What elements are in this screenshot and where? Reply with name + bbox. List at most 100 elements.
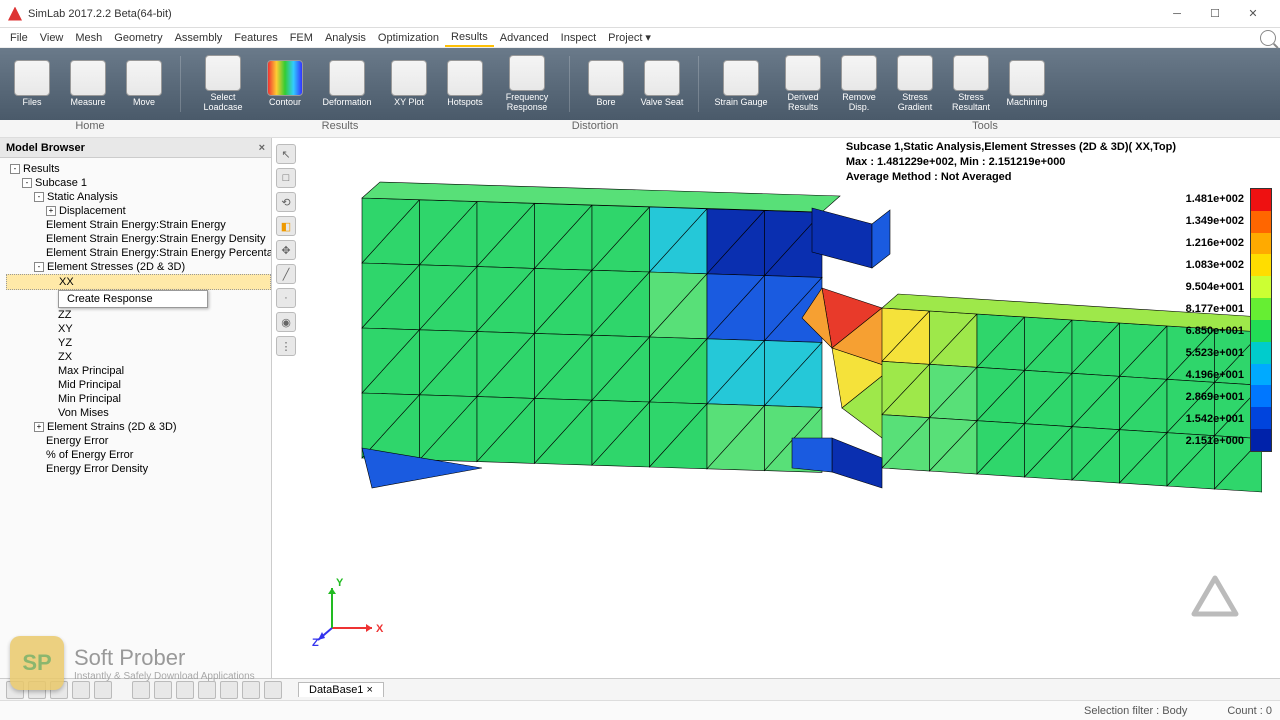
tree-item[interactable]: XX [6,274,271,290]
tree-item[interactable]: Mid Principal [6,378,271,392]
ribbon-group-tools: Tools [690,120,1280,137]
model-browser-title: Model Browser [6,142,85,154]
ribbon-machining[interactable]: Machining [1001,60,1053,108]
tree-item[interactable]: Element Strain Energy:Strain Energy Perc… [6,246,271,260]
ribbon-measure[interactable]: Measure [62,60,114,108]
model-browser-tree: -Results-Subcase 1-Static Analysis+Displ… [0,158,271,480]
menu-file[interactable]: File [4,30,34,46]
softprober-title: Soft Prober [74,645,255,671]
menu-results[interactable]: Results [445,29,494,47]
tree-item[interactable]: +Element Strains (2D & 3D) [6,420,271,434]
vtool-more-icon[interactable]: ⋮ [276,336,296,356]
result-info: Subcase 1,Static Analysis,Element Stress… [846,140,1176,185]
ribbon-bore[interactable]: Bore [580,60,632,108]
tree-item[interactable]: Von Mises [6,406,271,420]
menu-assembly[interactable]: Assembly [169,30,229,46]
context-menu-item[interactable]: Create Response [58,290,208,308]
menu-view[interactable]: View [34,30,70,46]
tree-item[interactable]: -Static Analysis [6,190,271,204]
vtool-point-icon[interactable]: · [276,288,296,308]
vtool-eye-icon[interactable]: ◉ [276,312,296,332]
menu-geometry[interactable]: Geometry [108,30,168,46]
vtool-move-icon[interactable]: ✥ [276,240,296,260]
ribbon-xy-plot[interactable]: XY Plot [383,60,435,108]
ribbon-strain-gauge[interactable]: Strain Gauge [709,60,773,108]
softprober-watermark: SP Soft Prober Instantly & Safely Downlo… [10,636,255,690]
svg-text:Z: Z [312,637,319,648]
ribbon-group-labels: HomeResultsDistortionTools [0,120,1280,138]
model-browser-header: Model Browser × [0,138,271,158]
ribbon-stress-gradient[interactable]: Stress Gradient [889,55,941,113]
tree-item[interactable]: ZZ [6,308,271,322]
ribbon-derived-results[interactable]: Derived Results [777,55,829,113]
minimize-button[interactable]: ─ [1158,0,1196,28]
main-area: Model Browser × -Results-Subcase 1-Stati… [0,138,1280,678]
info-line-3: Average Method : Not Averaged [846,170,1176,185]
mesh-visualization [302,138,1262,638]
window-title: SimLab 2017.2.2 Beta(64-bit) [28,8,1158,20]
legend-colorbar [1250,188,1272,452]
menubar: FileViewMeshGeometryAssemblyFeaturesFEMA… [0,28,1280,48]
vtool-line-icon[interactable]: ╱ [276,264,296,284]
status-count: Count : 0 [1227,705,1272,717]
ribbon-move[interactable]: Move [118,60,170,108]
tree-item[interactable]: ZX [6,350,271,364]
softprober-sub: Instantly & Safely Download Applications [74,671,255,682]
tree-item[interactable]: Element Strain Energy:Strain Energy [6,218,271,232]
tree-item[interactable]: Energy Error [6,434,271,448]
search-icon[interactable] [1260,30,1276,46]
ribbon-group-distortion: Distortion [500,120,690,137]
menu-features[interactable]: Features [228,30,283,46]
tree-item[interactable]: Element Strain Energy:Strain Energy Dens… [6,232,271,246]
menu-analysis[interactable]: Analysis [319,30,372,46]
titlebar: SimLab 2017.2.2 Beta(64-bit) ─ ☐ ✕ [0,0,1280,28]
maximize-button[interactable]: ☐ [1196,0,1234,28]
database-tab[interactable]: DataBase1 × [298,682,384,697]
status-bar: Selection filter : Body Count : 0 [0,700,1280,720]
info-line-1: Subcase 1,Static Analysis,Element Stress… [846,140,1176,155]
ribbon-stress-resultant[interactable]: Stress Resultant [945,55,997,113]
model-browser-close-icon[interactable]: × [259,142,265,154]
tree-item[interactable]: Energy Error Density [6,462,271,476]
vtool-cursor-icon[interactable]: ↖ [276,144,296,164]
ribbon-select-loadcase[interactable]: Select Loadcase [191,55,255,113]
tree-item[interactable]: Max Principal [6,364,271,378]
tree-item[interactable]: Min Principal [6,392,271,406]
model-browser: Model Browser × -Results-Subcase 1-Stati… [0,138,272,678]
tree-item[interactable]: YZ [6,336,271,350]
ribbon-contour[interactable]: Contour [259,60,311,108]
menu-advanced[interactable]: Advanced [494,30,555,46]
ribbon-files[interactable]: Files [6,60,58,108]
ribbon-hotspots[interactable]: Hotspots [439,60,491,108]
info-line-2: Max : 1.481229e+002, Min : 2.151219e+000 [846,155,1176,170]
menu-inspect[interactable]: Inspect [555,30,602,46]
ribbon-group-home: Home [0,120,180,137]
tree-item[interactable]: -Element Stresses (2D & 3D) [6,260,271,274]
status-filter: Selection filter : Body [1084,705,1187,717]
tree-item[interactable]: XY [6,322,271,336]
tree-item[interactable]: -Results [6,162,271,176]
tree-item[interactable]: -Subcase 1 [6,176,271,190]
viewport-toolbar: ↖ □ ⟲ ◧ ✥ ╱ · ◉ ⋮ [276,144,296,356]
app-logo-icon [8,7,22,21]
ribbon-deformation[interactable]: Deformation [315,60,379,108]
menu-fem[interactable]: FEM [284,30,319,46]
vtool-cube-icon[interactable]: ◧ [276,216,296,236]
legend-labels: 1.481e+0021.349e+0021.216e+0021.083e+002… [1186,188,1250,452]
ribbon-frequency-response[interactable]: Frequency Response [495,55,559,113]
viewport[interactable]: ↖ □ ⟲ ◧ ✥ ╱ · ◉ ⋮ Subcase 1,Static Analy… [272,138,1280,678]
close-button[interactable]: ✕ [1234,0,1272,28]
tree-item[interactable]: % of Energy Error [6,448,271,462]
menu-project[interactable]: Project ▾ [602,29,657,46]
axis-triad: X Y Z [312,568,392,648]
menu-mesh[interactable]: Mesh [69,30,108,46]
ribbon-valve-seat[interactable]: Valve Seat [636,60,688,108]
tree-item[interactable]: +Displacement [6,204,271,218]
btool-12[interactable] [264,681,282,699]
ribbon: FilesMeasureMoveSelect LoadcaseContourDe… [0,48,1280,120]
vtool-rotate-icon[interactable]: ⟲ [276,192,296,212]
vtool-box-icon[interactable]: □ [276,168,296,188]
ribbon-remove-disp.[interactable]: Remove Disp. [833,55,885,113]
color-legend: 1.481e+0021.349e+0021.216e+0021.083e+002… [1186,188,1272,452]
menu-optimization[interactable]: Optimization [372,30,445,46]
